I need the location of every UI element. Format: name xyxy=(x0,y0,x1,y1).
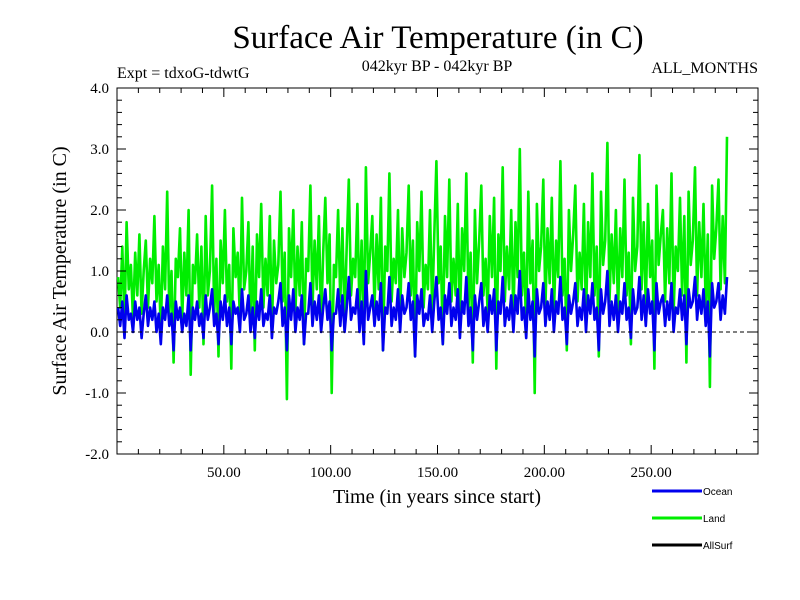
x-tick-label: 250.00 xyxy=(631,465,672,481)
y-axis-label: Surface Air Temperature (in C) xyxy=(49,146,71,395)
y-tick-label: 4.0 xyxy=(90,81,109,97)
y-tick-label: -1.0 xyxy=(85,386,109,402)
x-tick-label: 50.00 xyxy=(207,465,241,481)
legend: Ocean Land AllSurf xyxy=(652,487,733,552)
axis-group: 50.00 100.00 150.00 200.00 250.00 -2.0 -1.0 0.0… xyxy=(85,81,758,481)
chart-right-annotation: ALL_MONTHS xyxy=(651,60,758,77)
y-tick-label: 0.0 xyxy=(90,325,109,341)
x-axis-label: Time (in years since start) xyxy=(333,486,541,508)
chart-subtitle: 042kyr BP - 042kyr BP xyxy=(362,58,513,75)
series-group xyxy=(116,136,729,401)
y-tick-label: 2.0 xyxy=(90,203,109,219)
legend-label-land: Land xyxy=(703,514,725,525)
x-tick-label: 150.00 xyxy=(417,465,458,481)
y-tick-label: -2.0 xyxy=(85,447,109,463)
y-tick-label: 1.0 xyxy=(90,264,109,280)
x-tick-label: 100.00 xyxy=(310,465,351,481)
chart-title: Surface Air Temperature (in C) xyxy=(232,20,643,56)
chart-left-annotation: Expt = tdxoG-tdwtG xyxy=(117,65,250,82)
x-tick-label: 200.00 xyxy=(524,465,565,481)
series-line-land xyxy=(116,136,729,401)
y-tick-label: 3.0 xyxy=(90,142,109,158)
series-line-ocean xyxy=(116,269,729,358)
legend-label-ocean: Ocean xyxy=(703,487,732,498)
legend-label-allsurf: AllSurf xyxy=(703,541,733,552)
